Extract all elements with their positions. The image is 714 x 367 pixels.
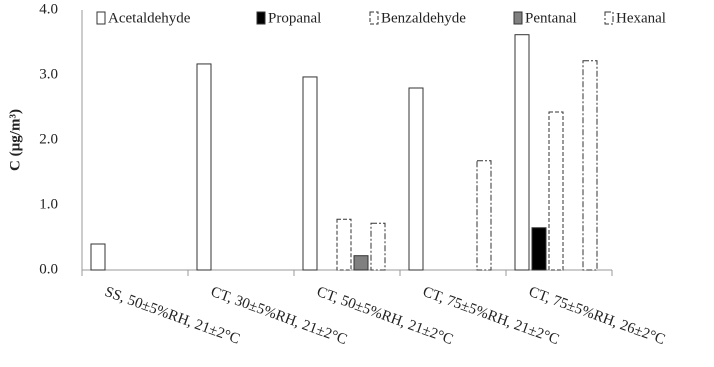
bar: [514, 34, 530, 271]
y-tick-label: 1.0: [39, 196, 58, 212]
bar: [370, 222, 386, 271]
y-axis-label: C (µg/m³): [7, 109, 23, 171]
y-tick-label: 4.0: [39, 1, 58, 17]
y-tick-label: 3.0: [39, 66, 58, 82]
bar: [476, 160, 492, 271]
legend-swatch: [96, 11, 106, 25]
legend-swatch: [256, 11, 266, 25]
bar: [336, 218, 352, 271]
bar: [548, 111, 564, 271]
bar: [196, 63, 212, 271]
y-tick-label: 2.0: [39, 131, 58, 147]
bar: [90, 243, 106, 271]
legend-label: Benzaldehyde: [381, 10, 466, 26]
bar: [531, 227, 547, 271]
legend-swatch: [604, 11, 614, 25]
bar: [302, 76, 318, 271]
y-tick-label: 0.0: [39, 261, 58, 277]
bar: [408, 87, 424, 271]
legend-swatch: [513, 11, 523, 25]
legend-label: Acetaldehyde: [108, 10, 191, 26]
legend-label: Propanal: [268, 10, 321, 26]
legend-label: Hexanal: [616, 10, 666, 26]
bar: [582, 60, 598, 271]
bar: [353, 255, 369, 271]
legend-swatch: [369, 11, 379, 25]
legend-label: Pentanal: [525, 10, 577, 26]
